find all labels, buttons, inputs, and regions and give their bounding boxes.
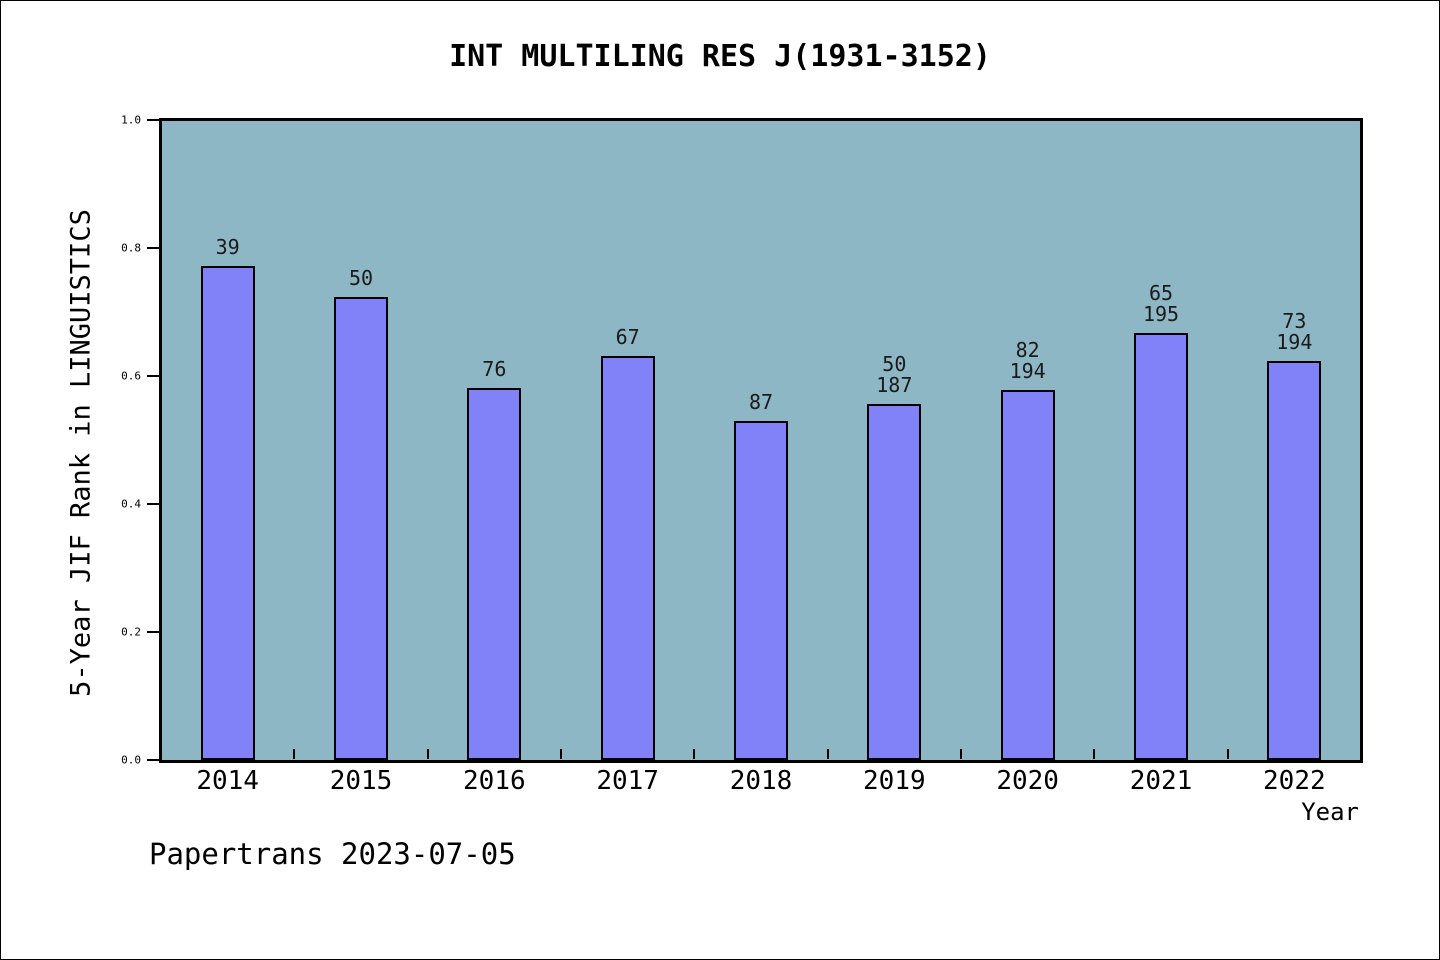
bar-2015	[334, 297, 388, 760]
x-axis-tick	[560, 749, 562, 759]
x-axis-title: Year	[1301, 798, 1359, 826]
y-axis-tick-label: 0.4	[121, 497, 141, 511]
x-axis-tick	[293, 749, 296, 759]
x-category-label-2020: 2020	[996, 766, 1059, 796]
x-axis-tick	[826, 749, 829, 759]
x-category-label-2021: 2021	[1129, 766, 1193, 796]
bar-value-label-2021: 65 195	[1142, 281, 1180, 327]
x-category-label-2018: 2018	[729, 766, 793, 796]
bar-value-label-2017: 67	[615, 325, 640, 350]
y-axis-title: 5-Year JIF Rank in LINGUISTICS	[65, 209, 97, 697]
bar-value-label-2022: 73 194	[1276, 309, 1313, 355]
bar-2020	[1000, 390, 1055, 760]
x-axis-tick	[1226, 749, 1229, 759]
bar-2014	[200, 265, 255, 760]
bar-2019	[867, 403, 922, 760]
bar-2017	[600, 356, 655, 760]
chart-title: INT MULTILING RES J(1931-3152)	[449, 39, 991, 74]
x-category-label-2017: 2017	[596, 766, 659, 796]
x-axis-tick	[426, 749, 429, 759]
x-category-label-2022: 2022	[1263, 766, 1326, 796]
y-axis-tick-label: 0.2	[121, 625, 141, 639]
bar-value-label-2015: 50	[348, 266, 374, 291]
y-axis-tick	[147, 759, 161, 761]
x-category-label-2019: 2019	[863, 766, 926, 796]
y-axis-tick	[147, 247, 161, 249]
bar-2022	[1267, 361, 1322, 760]
bar-value-label-2014: 39	[215, 234, 240, 259]
bar-2016	[467, 387, 522, 760]
y-axis-tick-label: 0.6	[121, 369, 141, 383]
bar-value-label-2016: 76	[482, 356, 507, 381]
bar-2021	[1134, 333, 1188, 760]
y-axis-tick	[147, 631, 161, 633]
bar-value-label-2018: 87	[748, 389, 774, 414]
x-category-label-2014: 2014	[196, 766, 259, 796]
x-axis-tick	[693, 749, 696, 759]
bar-value-label-2019: 50 187	[876, 351, 913, 397]
y-axis-tick-label: 1.0	[121, 113, 141, 127]
x-axis-tick	[1093, 749, 1096, 759]
y-axis-tick	[147, 503, 161, 505]
y-axis-tick	[147, 375, 161, 377]
bar-value-label-2020: 82 194	[1009, 338, 1046, 384]
bar-2018	[734, 420, 788, 760]
footer-note: Papertrans 2023-07-05	[149, 837, 516, 871]
y-axis-tick-label: 0.0	[121, 753, 141, 767]
x-axis-tick	[960, 749, 962, 759]
y-axis-tick	[147, 119, 161, 121]
y-axis-tick-label: 0.8	[121, 241, 141, 255]
x-category-label-2015: 2015	[329, 766, 393, 796]
x-category-label-2016: 2016	[463, 766, 526, 796]
